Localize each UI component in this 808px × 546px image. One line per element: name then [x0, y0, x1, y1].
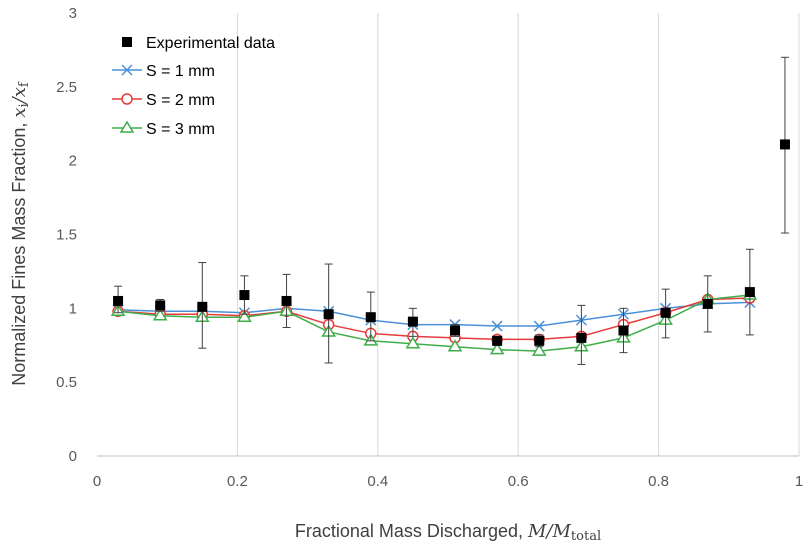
triangle-marker — [447, 339, 463, 352]
experimental-point — [492, 335, 503, 346]
y-tick-label: 0.5 — [56, 374, 77, 391]
y-axis-title: Normalized Fines Mass Fraction, xi/xf — [9, 81, 32, 386]
experimental-point — [155, 300, 166, 311]
triangle-marker — [489, 342, 505, 355]
x-marker — [533, 320, 545, 332]
experimental-point — [450, 325, 461, 336]
experimental-point — [702, 298, 713, 309]
experimental-point — [407, 316, 418, 327]
experimental-point — [779, 139, 790, 150]
experimental-point — [281, 295, 292, 306]
triangle-marker — [405, 336, 421, 349]
y-tick-label: 1 — [69, 300, 77, 317]
experimental-point — [113, 295, 124, 306]
legend-square-marker — [122, 37, 132, 47]
legend-circle-marker — [121, 93, 133, 105]
experimental-point — [197, 301, 208, 312]
x-tick-label: 0 — [93, 473, 101, 490]
experimental-point — [534, 335, 545, 346]
legend-triangle-marker — [119, 120, 135, 133]
legend-label-s2: S = 2 mm — [146, 92, 215, 109]
x-tick-label: 0.6 — [508, 473, 529, 490]
triangle-marker — [152, 308, 168, 321]
experimental-point — [576, 332, 587, 343]
x-tick-label: 0.4 — [367, 473, 388, 490]
experimental-point — [365, 312, 376, 323]
y-tick-label: 0 — [69, 448, 77, 465]
legend-label-s3: S = 3 mm — [146, 121, 215, 138]
experimental-point — [660, 307, 671, 318]
experimental-point — [323, 309, 334, 320]
legend-label-experimental: Experimental data — [146, 35, 275, 52]
y-tick-labels: 0 0.5 1 1.5 2 2.5 3 — [56, 5, 77, 465]
legend-label-s1: S = 1 mm — [146, 63, 215, 80]
x-tick-label: 1 — [795, 473, 803, 490]
gridlines — [236, 13, 800, 456]
triangle-marker — [531, 343, 547, 356]
x-tick-label: 0.2 — [227, 473, 248, 490]
y-tick-label: 2.5 — [56, 79, 77, 96]
legend-item-s3: S = 3 mm — [112, 120, 215, 138]
x-tick-labels: 0 0.2 0.4 0.6 0.8 1 — [93, 473, 803, 490]
legend-item-s2: S = 2 mm — [112, 92, 215, 109]
experimental-point — [744, 287, 755, 298]
plot-area — [97, 13, 799, 456]
experimental-point — [618, 325, 629, 336]
legend-x-marker — [121, 64, 133, 76]
x-axis-title: Fractional Mass Discharged, M/Mtotal — [295, 521, 601, 544]
experimental-point — [239, 290, 250, 301]
series-line — [118, 301, 750, 327]
series-line — [118, 297, 750, 341]
legend-item-experimental: Experimental data — [122, 35, 275, 52]
legend-item-s1: S = 1 mm — [112, 63, 215, 80]
experimental-points — [113, 139, 790, 346]
legend: Experimental data S = 1 mm S = 2 mm S = … — [112, 35, 275, 138]
y-tick-label: 2 — [69, 153, 77, 170]
y-tick-label: 1.5 — [56, 227, 77, 244]
series-line — [117, 294, 750, 352]
x-tick-label: 0.8 — [648, 473, 669, 490]
triangle-marker — [237, 309, 252, 322]
y-tick-label: 3 — [69, 5, 77, 22]
x-marker — [491, 320, 503, 332]
